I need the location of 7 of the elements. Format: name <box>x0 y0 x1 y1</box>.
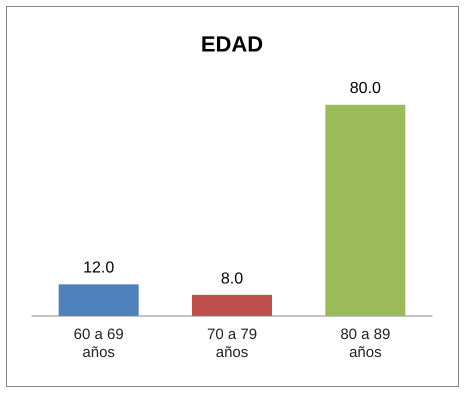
x-tick-label: 70 a 79 años <box>206 326 258 362</box>
data-label: 8.0 <box>220 270 244 288</box>
data-label: 80.0 <box>350 80 382 98</box>
x-tick-label: 80 a 89 años <box>340 326 390 362</box>
x-tick-label: 60 a 69 años <box>74 326 124 362</box>
data-label: 12.0 <box>83 260 114 277</box>
chart-title: EDAD <box>200 31 264 56</box>
